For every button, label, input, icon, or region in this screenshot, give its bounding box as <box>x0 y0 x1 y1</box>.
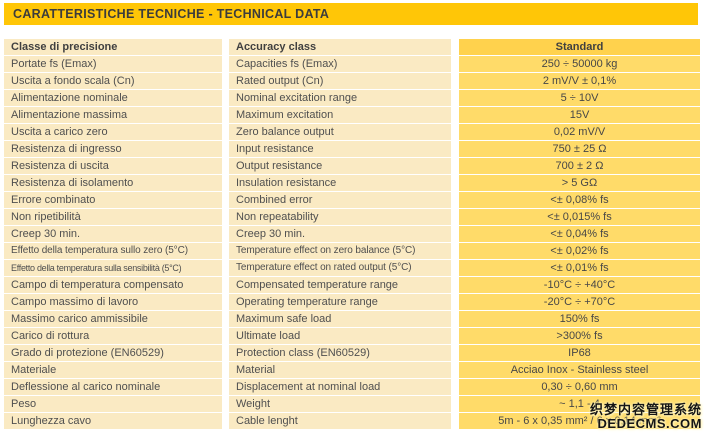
label-english-cell: Zero balance output <box>229 124 451 140</box>
table-row: Lunghezza cavo Cable lenght 5m - 6 x 0,35 … <box>4 413 700 429</box>
label-italian-cell: Grado di protezione (EN60529) <box>4 345 222 361</box>
table-row: Portate fs (Emax) Capacities fs (Emax) 250… <box>4 56 700 72</box>
label-english-cell: Material <box>229 362 451 378</box>
table-row: Campo di temperatura compensato Compensat… <box>4 277 700 293</box>
label-italian-cell: Lunghezza cavo <box>4 413 222 429</box>
header-english-label: Accuracy class <box>229 39 451 55</box>
label-english-cell: Operating temperature range <box>229 294 451 310</box>
label-italian-cell: Campo massimo di lavoro <box>4 294 222 310</box>
value-cell: Acciao Inox - Stainless steel <box>459 362 700 378</box>
label-english-cell: Rated output (Cn) <box>229 73 451 89</box>
table-row: Effetto della temperatura sullo zero (5°… <box>4 243 700 259</box>
label-english-cell: Weight <box>229 396 451 412</box>
label-italian-cell: Campo di temperatura compensato <box>4 277 222 293</box>
value-cell: -20°C ÷ +70°C <box>459 294 700 310</box>
value-cell: 700 ± 2 Ω <box>459 158 700 174</box>
table-row: Effetto della temperatura sulla sensibil… <box>4 260 700 276</box>
table-row: Peso Weight ~ 1,1 - 4 <box>4 396 700 412</box>
table-row: Grado di protezione (EN60529) Protection … <box>4 345 700 361</box>
value-cell: 150% fs <box>459 311 700 327</box>
label-english-cell: Output resistance <box>229 158 451 174</box>
table-rows: Portate fs (Emax) Capacities fs (Emax) 250… <box>4 56 700 429</box>
table-row: Uscita a carico zero Zero balance output 0… <box>4 124 700 140</box>
header-italian-label: Classe di precisione <box>4 39 222 55</box>
label-english-cell: Input resistance <box>229 141 451 157</box>
label-italian-cell: Carico di rottura <box>4 328 222 344</box>
label-italian-cell: Peso <box>4 396 222 412</box>
value-cell: 15V <box>459 107 700 123</box>
header-standard-column: Standard <box>459 39 700 55</box>
label-english-cell: Compensated temperature range <box>229 277 451 293</box>
table-row: Materiale Material Acciao Inox - Stainless… <box>4 362 700 378</box>
value-cell: <± 0,08% fs <box>459 192 700 208</box>
technical-data-table: Classe di precisione Accuracy class Stan… <box>4 39 700 430</box>
table-row: Non ripetibilità Non repeatability <± 0,01… <box>4 209 700 225</box>
label-english-cell: Maximum excitation <box>229 107 451 123</box>
label-italian-cell: Uscita a fondo scala (Cn) <box>4 73 222 89</box>
label-italian-cell: Non ripetibilità <box>4 209 222 225</box>
label-english-cell: Maximum safe load <box>229 311 451 327</box>
label-italian-cell: Creep 30 min. <box>4 226 222 242</box>
label-english-cell: Temperature effect on zero balance (5°C) <box>229 243 451 259</box>
label-english-cell: Insulation resistance <box>229 175 451 191</box>
value-cell: <± 0,04% fs <box>459 226 700 242</box>
value-cell: ~ 1,1 - 4 <box>459 396 700 412</box>
table-row: Massimo carico ammissibile Maximum safe l… <box>4 311 700 327</box>
value-cell: <± 0,015% fs <box>459 209 700 225</box>
label-italian-cell: Resistenza di uscita <box>4 158 222 174</box>
value-cell: 0,02 mV/V <box>459 124 700 140</box>
watermark-cms-name: 织梦内容管理系统 <box>589 402 702 417</box>
table-row: Resistenza di isolamento Insulation resis… <box>4 175 700 191</box>
label-english-cell: Combined error <box>229 192 451 208</box>
label-italian-cell: Resistenza di ingresso <box>4 141 222 157</box>
value-cell: 5 ÷ 10V <box>459 90 700 106</box>
value-cell: 750 ± 25 Ω <box>459 141 700 157</box>
label-italian-cell: Materiale <box>4 362 222 378</box>
label-english-cell: Capacities fs (Emax) <box>229 56 451 72</box>
page-title: CARATTERISTICHE TECNICHE - TECHNICAL DAT… <box>4 3 698 25</box>
table-row: Errore combinato Combined error <± 0,08% f… <box>4 192 700 208</box>
label-italian-cell: Portate fs (Emax) <box>4 56 222 72</box>
label-english-cell: Ultimate load <box>229 328 451 344</box>
value-cell: > 5 GΩ <box>459 175 700 191</box>
table-header-row: Classe di precisione Accuracy class Stan… <box>4 39 700 55</box>
table-row: Resistenza di uscita Output resistance 700… <box>4 158 700 174</box>
value-cell: >300% fs <box>459 328 700 344</box>
label-english-cell: Cable lenght <box>229 413 451 429</box>
table-row: Carico di rottura Ultimate load >300% fs <box>4 328 700 344</box>
label-english-cell: Creep 30 min. <box>229 226 451 242</box>
label-english-cell: Temperature effect on rated output (5°C) <box>229 260 451 276</box>
label-italian-cell: Uscita a carico zero <box>4 124 222 140</box>
value-cell: 0,30 ÷ 0,60 mm <box>459 379 700 395</box>
label-italian-cell: Massimo carico ammissibile <box>4 311 222 327</box>
value-cell: <± 0,01% fs <box>459 260 700 276</box>
table-row: Creep 30 min. Creep 30 min. <± 0,04% fs <box>4 226 700 242</box>
value-cell: IP68 <box>459 345 700 361</box>
label-italian-cell: Errore combinato <box>4 192 222 208</box>
value-cell: 250 ÷ 50000 kg <box>459 56 700 72</box>
value-cell: -10°C ÷ +40°C <box>459 277 700 293</box>
table-row: Alimentazione nominale Nominal excitation… <box>4 90 700 106</box>
label-italian-cell: Resistenza di isolamento <box>4 175 222 191</box>
value-cell: 5m - 6 x 0,35 mm² / 6 x 0,14 mm² <box>459 413 700 429</box>
table-row: Resistenza di ingresso Input resistance 75… <box>4 141 700 157</box>
watermark: 织梦内容管理系统 DEDECMS.COM <box>590 403 702 431</box>
label-english-cell: Nominal excitation range <box>229 90 451 106</box>
label-italian-cell: Effetto della temperatura sullo zero (5°… <box>4 243 222 259</box>
label-english-cell: Non repeatability <box>229 209 451 225</box>
label-italian-cell: Effetto della temperatura sulla sensibil… <box>4 260 222 276</box>
table-row: Uscita a fondo scala (Cn) Rated output (C… <box>4 73 700 89</box>
value-cell: 2 mV/V ± 0,1% <box>459 73 700 89</box>
value-cell: <± 0,02% fs <box>459 243 700 259</box>
table-row: Deflessione al carico nominale Displaceme… <box>4 379 700 395</box>
label-english-cell: Protection class (EN60529) <box>229 345 451 361</box>
label-italian-cell: Alimentazione nominale <box>4 90 222 106</box>
label-italian-cell: Alimentazione massima <box>4 107 222 123</box>
table-row: Alimentazione massima Maximum excitation 1… <box>4 107 700 123</box>
label-english-cell: Displacement at nominal load <box>229 379 451 395</box>
label-italian-cell: Deflessione al carico nominale <box>4 379 222 395</box>
watermark-cms-url: DEDECMS.COM <box>597 416 702 431</box>
table-row: Campo massimo di lavoro Operating tempera… <box>4 294 700 310</box>
